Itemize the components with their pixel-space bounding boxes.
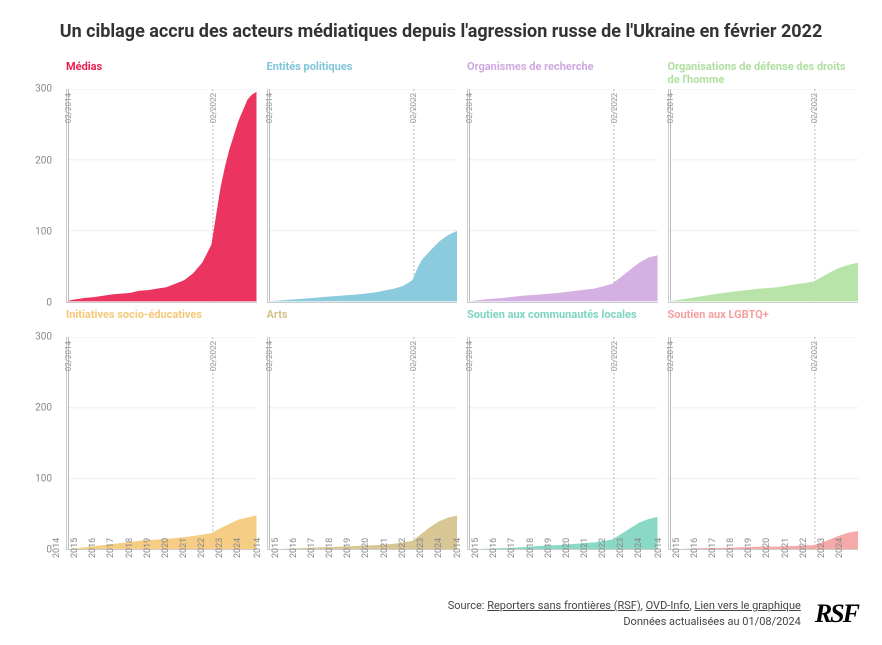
panel-title: Médias	[66, 61, 257, 89]
source-link-ovd[interactable]: OVD-Info	[646, 599, 690, 612]
x-tick-label: 2024	[835, 538, 863, 558]
panel-plot: 02/2014 02/2022	[467, 337, 658, 550]
panel-plot: 02/2014 02/2022	[267, 337, 458, 550]
panel-entites-politiques: Entités politiques 02/2014 02/2022	[267, 61, 458, 302]
area-series	[669, 263, 859, 302]
panel-plot: 02/2014 02/2022	[668, 89, 859, 302]
footer-text: Source: Reporters sans frontières (RSF),…	[448, 598, 801, 629]
event-line-label: 02/2014	[64, 93, 73, 123]
event-line-label: 02/2022	[610, 341, 619, 371]
event-line-label: 02/2014	[265, 93, 274, 123]
panel-title: Arts	[267, 309, 458, 337]
event-line-label: 02/2022	[409, 341, 418, 371]
panel-plot: 02/2014 02/2022	[267, 89, 458, 302]
event-line-label: 02/2014	[666, 93, 675, 123]
panel-plot: 02/2014 02/2022	[467, 89, 658, 302]
chart-title: Un ciblage accru des acteurs médiatiques…	[24, 20, 858, 43]
event-line-label: 02/2022	[810, 93, 819, 123]
y-tick-label: 100	[35, 474, 52, 485]
area-series	[268, 231, 458, 302]
source-line: Source: Reporters sans frontières (RSF),…	[448, 598, 801, 613]
area-series	[67, 92, 257, 302]
event-line-label: 02/2022	[610, 93, 619, 123]
y-tick-label: 300	[35, 84, 52, 95]
panel-title: Soutien aux communautés locales	[467, 309, 658, 337]
y-tick-label: 200	[35, 155, 52, 166]
spacer	[24, 556, 56, 584]
x-axis-cell: 2014201520162017201820192020202120222023…	[66, 556, 257, 584]
panel-plot: 02/2014 02/2022	[66, 337, 257, 550]
panel-droits-homme: Organisations de défense des droits de l…	[668, 61, 859, 302]
updated-line: Données actualisées au 01/08/2024	[448, 614, 801, 629]
source-link-rsf[interactable]: Reporters sans frontières (RSF)	[487, 599, 641, 612]
x-axis-cell: 2014201520162017201820192020202120222023…	[668, 556, 859, 584]
panel-title: Initiatives socio-éducatives	[66, 309, 257, 337]
event-line-label: 02/2022	[209, 341, 218, 371]
panel-lgbtq: Soutien aux LGBTQ+ 02/2014 02/2022	[668, 309, 859, 550]
y-tick-label: 300	[35, 331, 52, 342]
panel-title: Soutien aux LGBTQ+	[668, 309, 859, 337]
y-tick-label: 0	[46, 297, 52, 308]
x-axis-cell: 2014201520162017201820192020202120222023…	[467, 556, 658, 584]
event-line-label: 02/2022	[409, 93, 418, 123]
event-line-label: 02/2022	[810, 341, 819, 371]
panel-plot: 02/2014 02/2022	[668, 337, 859, 550]
rsf-logo: RSF	[815, 599, 858, 629]
event-line-label: 02/2014	[465, 341, 474, 371]
panel-title: Entités politiques	[267, 61, 458, 89]
panel-communautes: Soutien aux communautés locales02/201402…	[467, 309, 658, 550]
source-link-graph[interactable]: Lien vers le graphique	[694, 599, 800, 612]
y-tick-label: 200	[35, 402, 52, 413]
panel-title: Organisations de défense des droits de l…	[668, 61, 859, 89]
panel-medias: Médias 02/2014 02/2022	[66, 61, 257, 302]
x-axis-cell: 2014201520162017201820192020202120222023…	[267, 556, 458, 584]
chart-footer: Source: Reporters sans frontières (RSF),…	[24, 598, 858, 629]
panel-socio-educ: Initiatives socio-éducatives02/201402/20…	[66, 309, 257, 550]
event-line-label: 02/2022	[209, 93, 218, 123]
panel-title: Organismes de recherche	[467, 61, 658, 89]
event-line-label: 02/2014	[64, 341, 73, 371]
y-axis-row-1: 0100200300	[24, 61, 56, 302]
panel-arts: Arts 02/2014 02/2022	[267, 309, 458, 550]
event-line-label: 02/2014	[666, 341, 675, 371]
y-tick-label: 100	[35, 226, 52, 237]
event-line-label: 02/2014	[465, 93, 474, 123]
event-line-label: 02/2014	[265, 341, 274, 371]
panel-plot: 02/2014 02/2022	[66, 89, 257, 302]
small-multiples-grid: 0 100 200 300 Médias 02/2014 02/2022 Entités …	[24, 61, 858, 584]
source-label: Source:	[448, 599, 485, 612]
x-axis-row: 2014201520162017201820192020202120222023…	[66, 556, 858, 584]
panel-recherche: Organismes de recherche 02/2014 02/2022	[467, 61, 658, 302]
y-axis-row-2: 0100200300	[24, 309, 56, 550]
area-series	[468, 256, 658, 302]
